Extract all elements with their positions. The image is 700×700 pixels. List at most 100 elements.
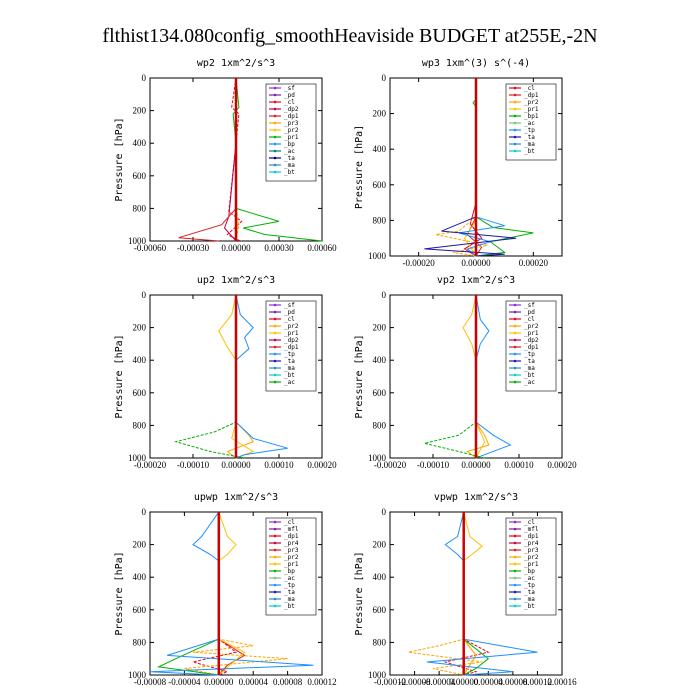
legend-label: _ma <box>284 596 295 603</box>
legend-label: _bt <box>524 148 535 155</box>
legend-marker <box>273 142 277 146</box>
legend-label: _tp <box>284 582 295 589</box>
legend-marker <box>513 576 517 580</box>
legend-label: _ta <box>284 589 295 596</box>
x-tick-label: 0.00020 <box>307 460 337 470</box>
legend-marker <box>513 135 517 139</box>
legend-label: _tp <box>524 582 535 589</box>
x-tick-label: 0.00004 <box>474 677 504 687</box>
legend-label: _dp1 <box>284 344 299 351</box>
x-tick-label: 0.00016 <box>547 677 577 687</box>
legend-marker <box>273 310 277 314</box>
legend-label: _pr2 <box>284 323 299 330</box>
x-tick-label: 0.00000 <box>461 460 491 470</box>
legend-label: _pr1 <box>284 561 299 568</box>
legend-marker <box>513 366 517 370</box>
legend-label: _pr1 <box>524 330 539 337</box>
y-tick-label: 400 <box>133 355 147 365</box>
legend-marker <box>273 86 277 90</box>
legend-marker <box>273 520 277 524</box>
chart-title: vp2 1xm^2/s^3 <box>437 275 515 286</box>
legend-label: _ta <box>284 155 295 162</box>
y-axis-label: Pressure [hPa] <box>114 334 125 418</box>
legend-label: _cl <box>284 316 295 323</box>
y-axis-label: Pressure [hPa] <box>354 334 365 418</box>
legend-label: _cl <box>284 99 295 106</box>
legend-label: _bt <box>524 372 535 379</box>
chart-title: up2 1xm^2/s^3 <box>197 275 275 286</box>
legend-marker <box>273 338 277 342</box>
legend-label: _dp1 <box>284 113 299 120</box>
legend-label: _pd <box>284 309 295 316</box>
legend-label: _ta <box>524 134 535 141</box>
legend-marker <box>513 310 517 314</box>
legend-marker <box>513 562 517 566</box>
legend-marker <box>513 352 517 356</box>
legend-marker <box>513 555 517 559</box>
legend-label: _ac <box>284 379 295 386</box>
x-tick-label: 0.00012 <box>523 677 552 687</box>
y-tick-label: 800 <box>373 637 387 647</box>
chart-title: upwp 1xm^2/s^3 <box>194 492 278 503</box>
legend-marker <box>273 569 277 573</box>
legend-marker <box>273 163 277 167</box>
x-tick-label: -0.00010 <box>417 460 450 470</box>
y-tick-label: 0 <box>142 290 147 300</box>
legend-label: _pr2 <box>524 99 539 106</box>
legend-marker <box>273 121 277 125</box>
chart-panel-6: vpwp 1xm^2/s^3 Pressure [hPa] 0 200 400 600 80… <box>354 492 577 687</box>
legend-label: _bt <box>524 603 535 610</box>
y-tick-label: 200 <box>133 106 147 116</box>
legend-marker <box>513 583 517 587</box>
legend-marker <box>273 590 277 594</box>
legend-label: _pr4 <box>524 540 539 547</box>
legend-marker <box>273 324 277 328</box>
legend-marker <box>513 373 517 377</box>
y-tick-label: 200 <box>373 323 387 333</box>
legend-label: _bp <box>284 568 295 575</box>
y-tick-label: 1000 <box>368 453 387 463</box>
y-tick-label: 400 <box>373 144 387 154</box>
series-line-pr1 <box>462 294 486 459</box>
y-tick-label: 800 <box>373 420 387 430</box>
legend-marker <box>273 366 277 370</box>
figure-title: flthist134.080config_smoothHeaviside BUD… <box>102 25 597 47</box>
legend-label: _bp <box>284 141 295 148</box>
legend-label: _dp1 <box>524 344 539 351</box>
x-tick-label: 0.00010 <box>504 460 534 470</box>
legend-label: _pr2 <box>284 554 299 561</box>
legend-label: _ac <box>284 575 295 582</box>
legend-marker <box>513 597 517 601</box>
y-tick-label: 200 <box>373 109 387 119</box>
legend-marker <box>273 317 277 321</box>
y-tick-label: 800 <box>133 203 147 213</box>
legend-marker <box>273 100 277 104</box>
chart-title: vpwp 1xm^2/s^3 <box>434 492 518 503</box>
legend-marker <box>273 604 277 608</box>
x-tick-label: -0.00020 <box>374 460 407 470</box>
x-tick-label: -0.00004 <box>423 677 456 687</box>
legend-marker <box>273 93 277 97</box>
legend-label: _ma <box>524 596 535 603</box>
legend-marker <box>513 93 517 97</box>
x-tick-label: 0.00008 <box>273 677 303 687</box>
legend-marker <box>513 520 517 524</box>
plot-frame <box>389 511 563 676</box>
series-line-pr2 <box>435 78 488 257</box>
legend-marker <box>273 548 277 552</box>
y-tick-label: 800 <box>373 215 387 225</box>
legend-label: _pd <box>524 309 535 316</box>
legend-marker <box>513 527 517 531</box>
legend-label: _dp2 <box>284 106 299 113</box>
y-axis-label: Pressure [hPa] <box>354 551 365 635</box>
legend-label: _pr3 <box>284 120 299 127</box>
legend-marker <box>273 107 277 111</box>
legend-marker <box>513 534 517 538</box>
legend-marker <box>273 352 277 356</box>
y-tick-label: 0 <box>382 290 387 300</box>
y-tick-label: 1000 <box>128 453 147 463</box>
legend-label: _pr4 <box>284 540 299 547</box>
legend-marker <box>513 359 517 363</box>
y-tick-label: 200 <box>133 540 147 550</box>
legend-marker <box>273 345 277 349</box>
